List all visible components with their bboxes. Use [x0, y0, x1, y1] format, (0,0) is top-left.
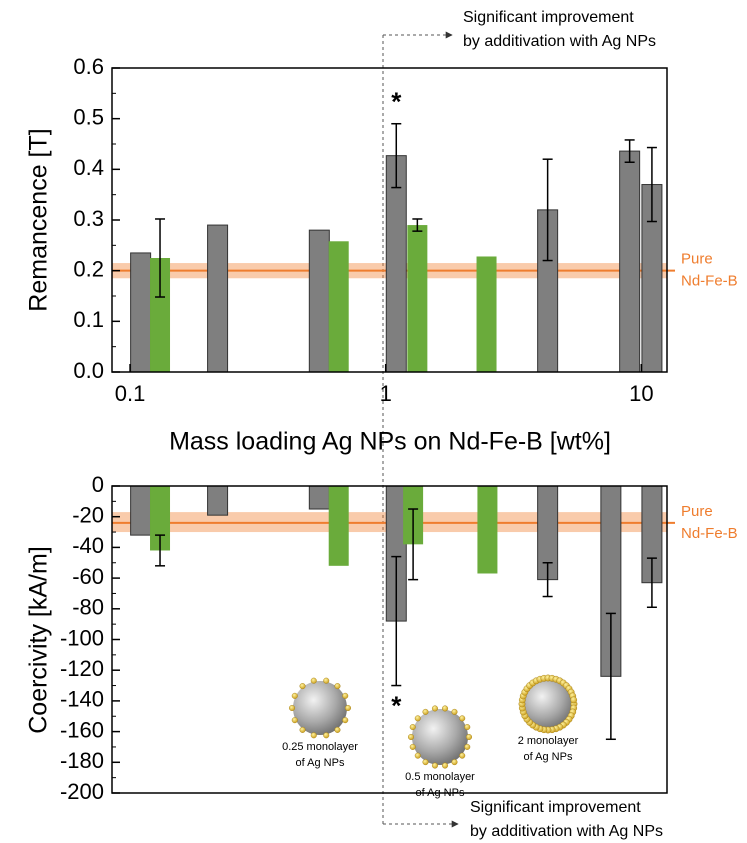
reference-label: Nd-Fe-B — [681, 525, 738, 542]
reference-label: Pure — [681, 503, 713, 520]
particle-label: of Ag NPs — [524, 751, 573, 763]
particle-label: of Ag NPs — [296, 757, 345, 769]
bar — [207, 485, 229, 516]
bar — [328, 241, 349, 372]
note: by additivation with Ag NPs — [463, 33, 656, 50]
nanoparticle-core — [412, 709, 468, 765]
y-tick-label: -40 — [72, 533, 104, 558]
y-tick-label: -20 — [72, 503, 104, 528]
y-tick-label: 0.3 — [73, 206, 104, 231]
silver-nanoparticle — [442, 705, 449, 712]
silver-nanoparticle — [299, 726, 306, 733]
bar — [308, 485, 330, 510]
silver-nanoparticle — [442, 762, 449, 769]
silver-nanoparticle — [342, 717, 349, 724]
silver-nanoparticle — [299, 683, 306, 690]
y-tick-label: -120 — [60, 656, 104, 681]
bar — [150, 486, 171, 551]
y-tick-label: -140 — [60, 687, 104, 712]
silver-nanoparticle — [291, 692, 298, 699]
silver-nanoparticle — [323, 677, 330, 684]
silver-nanoparticle — [409, 743, 416, 750]
silver-nanoparticle — [323, 732, 330, 739]
silver-nanoparticle — [409, 724, 416, 731]
bar — [476, 256, 497, 372]
y-tick-label: -100 — [60, 625, 104, 650]
x-tick-label: 0.1 — [115, 381, 146, 406]
silver-nanoparticle — [414, 715, 421, 722]
x-tick-label: 1 — [380, 381, 392, 406]
significance-mark: * — [391, 690, 402, 720]
silver-nanoparticle — [422, 759, 429, 766]
silver-nanoparticle — [451, 759, 458, 766]
y-tick-label: 0.6 — [73, 54, 104, 79]
silver-nanoparticle — [291, 717, 298, 724]
silver-nanoparticle — [431, 762, 438, 769]
y-tick-label: 0.2 — [73, 256, 104, 281]
significance-mark: * — [391, 87, 402, 117]
y-tick-label: 0.4 — [73, 155, 104, 180]
reference-label: Pure — [681, 251, 713, 268]
silver-nanoparticle — [464, 724, 471, 731]
silver-nanoparticle — [422, 708, 429, 715]
y-tick-label: 0 — [92, 472, 104, 497]
note: Significant improvement — [463, 9, 634, 26]
y-tick-label: -180 — [60, 748, 104, 773]
particle-label: 0.5 monolayer — [405, 771, 475, 783]
silver-nanoparticle — [408, 734, 415, 741]
silver-nanoparticle — [310, 677, 317, 684]
y-tick-label: -80 — [72, 595, 104, 620]
y-axis-label: Coercivity [kA/m] — [25, 546, 53, 734]
silver-nanoparticle — [334, 683, 341, 690]
y-tick-label: 0.1 — [73, 307, 104, 332]
bar — [328, 486, 349, 566]
silver-nanoparticle — [345, 705, 352, 712]
x-axis-label: Mass loading Ag NPs on Nd-Fe-B [wt%] — [169, 428, 611, 456]
y-tick-label: -200 — [60, 779, 104, 804]
note: by additivation with Ag NPs — [470, 823, 663, 840]
bar — [150, 258, 171, 372]
y-tick-label: 0.5 — [73, 104, 104, 129]
nanoparticle-core — [293, 681, 347, 735]
x-tick-label: 10 — [629, 381, 653, 406]
bar — [130, 252, 152, 373]
bar — [619, 150, 641, 373]
silver-nanoparticle — [466, 734, 473, 741]
particle-label: 2 monolayer — [518, 735, 579, 747]
bar — [130, 485, 152, 536]
y-tick-label: 0.0 — [73, 358, 104, 383]
nanoparticle-core — [523, 679, 573, 729]
silver-nanoparticle — [334, 726, 341, 733]
particle-label: of Ag NPs — [416, 787, 465, 799]
y-tick-label: -60 — [72, 564, 104, 589]
silver-nanoparticle — [459, 715, 466, 722]
silver-nanoparticle — [342, 692, 349, 699]
silver-nanoparticle — [464, 743, 471, 750]
bar — [407, 225, 428, 372]
silver-nanoparticle — [431, 705, 438, 712]
silver-nanoparticle — [451, 708, 458, 715]
bar — [207, 224, 229, 373]
note: Significant improvement — [470, 799, 641, 816]
bar — [477, 486, 498, 574]
y-axis-label: Remancence [T] — [25, 128, 53, 311]
particle-label: 0.25 monolayer — [282, 741, 358, 753]
silver-nanoparticle — [289, 705, 296, 712]
y-tick-label: -160 — [60, 717, 104, 742]
silver-nanoparticle — [414, 752, 421, 759]
silver-nanoparticle — [310, 732, 317, 739]
bar — [308, 229, 330, 373]
silver-nanoparticle — [570, 696, 578, 704]
silver-nanoparticle — [459, 752, 466, 759]
reference-label: Nd-Fe-B — [681, 273, 738, 290]
